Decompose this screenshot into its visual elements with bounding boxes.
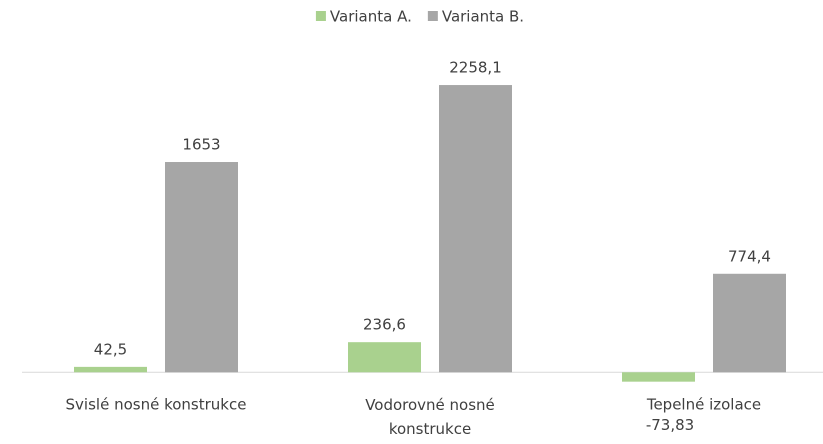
bar xyxy=(713,273,786,373)
bar xyxy=(439,85,512,373)
legend-swatch xyxy=(427,11,438,21)
x-tick-label: Tepelné izolace xyxy=(646,396,761,414)
data-label: 236,6 xyxy=(363,316,406,334)
data-label: 1653 xyxy=(182,136,220,154)
legend-label: Varianta A. xyxy=(330,8,412,26)
bar xyxy=(74,366,147,373)
legend-swatch xyxy=(315,11,326,21)
bar xyxy=(622,372,695,382)
x-tick-label: Vodorovné nosné konstrukce xyxy=(365,396,495,438)
bar xyxy=(348,342,421,373)
x-tick-label: Svislé nosné konstrukce xyxy=(66,396,247,414)
data-label: 2258,1 xyxy=(449,59,502,77)
data-label: 774,4 xyxy=(728,247,771,265)
bar xyxy=(165,162,238,373)
data-label: -73,83 xyxy=(646,416,694,434)
legend: Varianta A. Varianta B. xyxy=(315,8,524,26)
legend-label: Varianta B. xyxy=(442,8,524,26)
data-label: 42,5 xyxy=(94,340,127,358)
